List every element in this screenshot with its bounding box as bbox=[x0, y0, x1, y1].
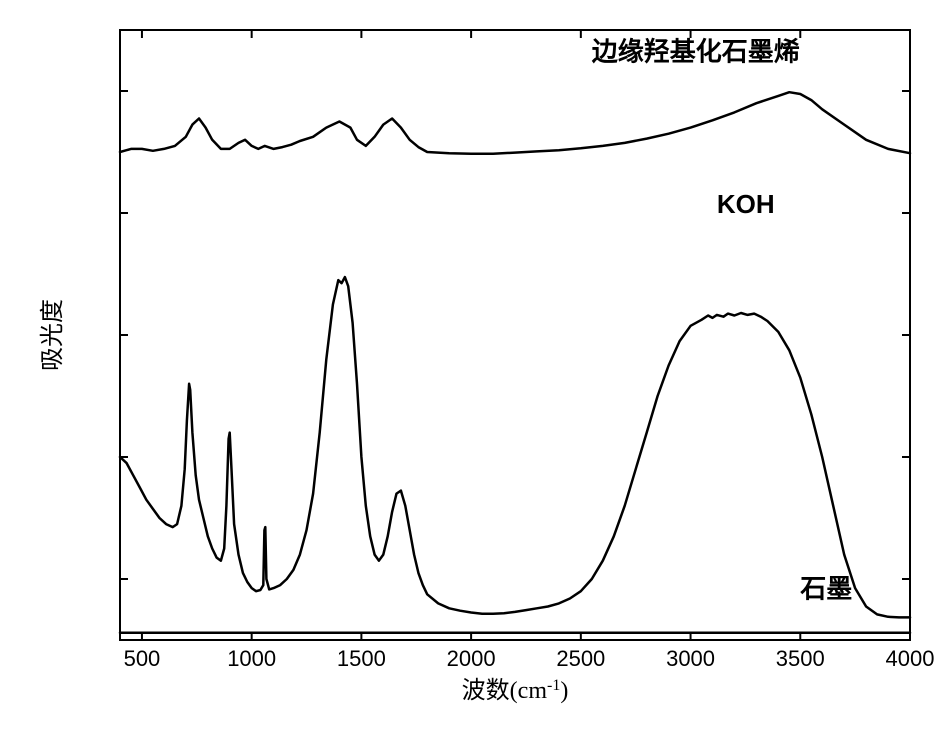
label-edge-hydroxylated-graphene: 边缘羟基化石墨烯 bbox=[592, 37, 800, 67]
x-tick-label: 1000 bbox=[227, 646, 276, 671]
x-tick-label: 2500 bbox=[556, 646, 605, 671]
chart-svg: 500 1000 1500 2000 2500 3000 3500 4000 波数(cm-1) 吸… bbox=[0, 0, 951, 738]
x-axis-title: 波数(cm-1) bbox=[462, 677, 569, 705]
ftir-chart: 500 1000 1500 2000 2500 3000 3500 4000 波数(cm-1) 吸… bbox=[0, 0, 951, 738]
y-axis-title: 吸光度 bbox=[39, 299, 66, 371]
x-tick-label: 2000 bbox=[447, 646, 496, 671]
x-tick-label: 4000 bbox=[886, 646, 935, 671]
label-KOH: KOH bbox=[717, 189, 775, 219]
trace-KOH bbox=[120, 277, 910, 617]
x-tick-label: 3500 bbox=[776, 646, 825, 671]
x-tick-label: 500 bbox=[124, 646, 161, 671]
x-tick-label: 3000 bbox=[666, 646, 715, 671]
x-tick-label: 1500 bbox=[337, 646, 386, 671]
trace-edge-hydroxylated-graphene bbox=[120, 92, 910, 154]
label-graphite: 石墨 bbox=[799, 573, 852, 603]
